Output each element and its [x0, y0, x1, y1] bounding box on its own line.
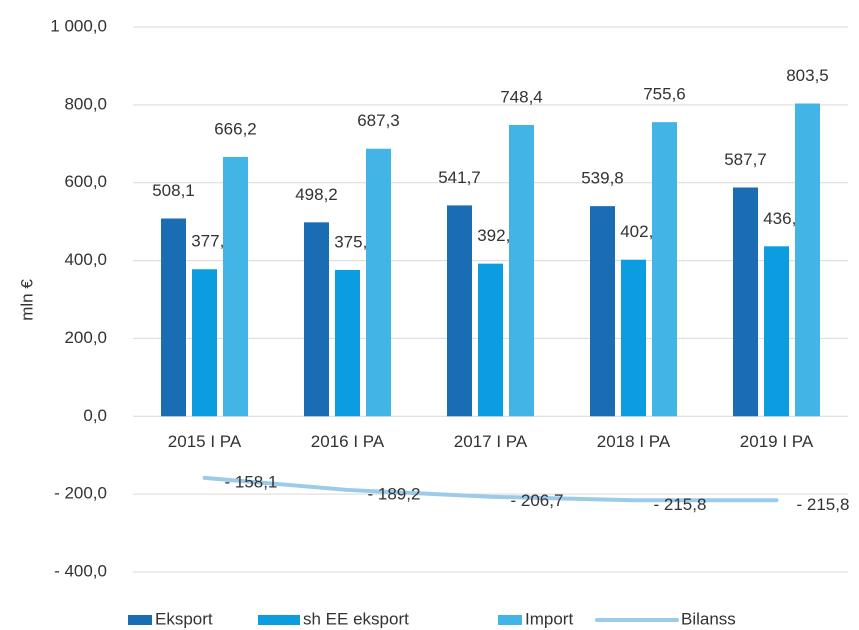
- legend-label: Bilanss: [681, 609, 736, 628]
- bar: [223, 156, 248, 417]
- y-tick-label: 0,0: [83, 406, 107, 425]
- data-label: 508,1: [152, 181, 195, 200]
- x-tick-label: 2017 I PA: [454, 432, 528, 451]
- data-label: - 215,8: [797, 495, 850, 514]
- y-tick-label: - 400,0: [54, 561, 107, 580]
- x-tick-label: 2015 I PA: [168, 432, 242, 451]
- x-tick-label: 2019 I PA: [740, 432, 814, 451]
- x-tick-label: 2018 I PA: [597, 432, 671, 451]
- data-label: 687,3: [357, 111, 400, 130]
- data-label: 541,7: [438, 168, 481, 187]
- y-tick-label: 400,0: [64, 250, 107, 269]
- bar: [590, 206, 615, 417]
- legend-label: Import: [525, 609, 573, 628]
- data-label: - 206,7: [511, 491, 564, 510]
- bar: [161, 218, 186, 417]
- legend-label: Eksport: [155, 609, 213, 628]
- data-label: - 215,8: [654, 495, 707, 514]
- legend-swatch: [498, 615, 522, 625]
- bar: [509, 124, 534, 417]
- bar: [621, 259, 646, 417]
- line: [202, 475, 779, 503]
- y-axis-label: mln €: [17, 279, 36, 321]
- bar: [733, 187, 758, 417]
- y-tick-label: 200,0: [64, 328, 107, 347]
- y-tick-label: 1 000,0: [50, 16, 107, 35]
- legend-swatch: [128, 615, 152, 625]
- y-tick-label: 600,0: [64, 172, 107, 191]
- data-label: 587,7: [724, 150, 767, 169]
- data-label: 666,2: [214, 119, 257, 138]
- data-label: - 158,1: [225, 472, 278, 491]
- data-label: 755,6: [643, 85, 686, 104]
- bar: [335, 269, 360, 417]
- bar: [478, 263, 503, 417]
- x-tick-label: 2016 I PA: [311, 432, 385, 451]
- data-label: 748,4: [500, 87, 543, 106]
- bar: [764, 246, 789, 417]
- y-tick-label: - 200,0: [54, 484, 107, 503]
- y-tick-label: 800,0: [64, 94, 107, 113]
- bar: [192, 269, 217, 417]
- legend-swatch: [258, 615, 300, 625]
- data-label: 803,5: [786, 66, 829, 85]
- data-label: - 189,2: [368, 484, 421, 503]
- bar: [304, 222, 329, 417]
- bar: [652, 122, 677, 417]
- bar: [795, 103, 820, 417]
- data-label: 539,8: [581, 169, 624, 188]
- data-label: 498,2: [295, 185, 338, 204]
- bar: [366, 148, 391, 417]
- bar: [447, 205, 472, 417]
- legend-label: sh EE eksport: [303, 609, 409, 628]
